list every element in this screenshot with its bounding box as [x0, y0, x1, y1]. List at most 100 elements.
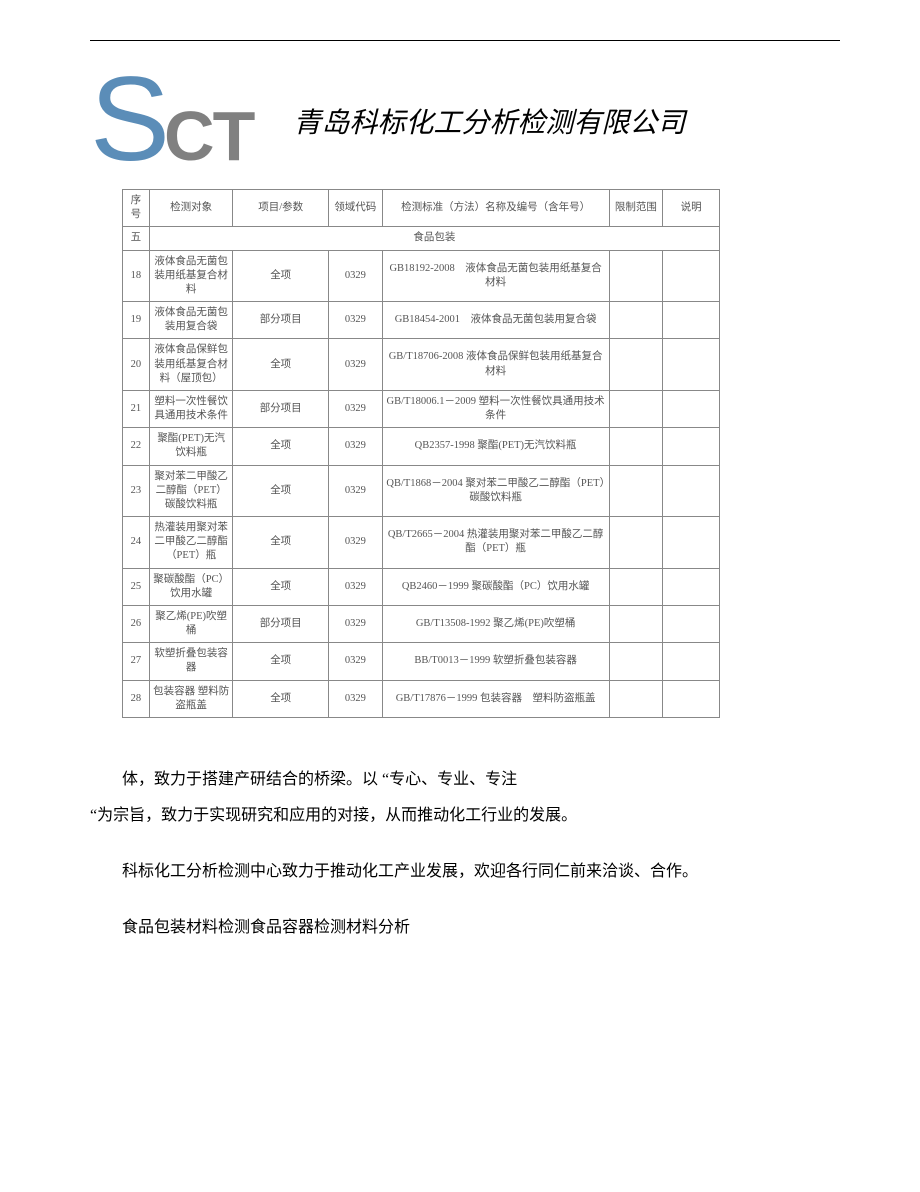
cell-obj: 液体食品保鲜包装用纸基复合材料（屋顶包）: [149, 339, 233, 391]
cell-note: [663, 428, 720, 465]
table-body: 五 食品包装 18液体食品无菌包装用纸基复合材料全项0329GB18192-20…: [123, 227, 720, 718]
cell-note: [663, 605, 720, 642]
body-text: 体，致力于搭建产研结合的桥梁。以 “专心、专业、专注 “为宗旨，致力于实现研究和…: [90, 764, 840, 944]
cell-seq: 25: [123, 568, 150, 605]
cell-obj: 软塑折叠包装容器: [149, 643, 233, 680]
cell-obj: 聚碳酸酯（PC）饮用水罐: [149, 568, 233, 605]
cell-note: [663, 250, 720, 302]
section-row: 五 食品包装: [123, 227, 720, 250]
cell-note: [663, 302, 720, 339]
cell-limit: [609, 428, 663, 465]
cell-seq: 27: [123, 643, 150, 680]
cell-std: QB2460－1999 聚碳酸酯（PC）饮用水罐: [382, 568, 609, 605]
cell-seq: 20: [123, 339, 150, 391]
cell-code: 0329: [328, 517, 382, 569]
col-std: 检测标准（方法）名称及编号（含年号）: [382, 190, 609, 227]
table-row: 24热灌装用聚对苯二甲酸乙二醇酯（PET）瓶全项0329QB/T2665－200…: [123, 517, 720, 569]
cell-param: 全项: [233, 250, 329, 302]
cell-param: 部分项目: [233, 390, 329, 427]
cell-obj: 热灌装用聚对苯二甲酸乙二醇酯（PET）瓶: [149, 517, 233, 569]
para-3: 食品包装材料检测食品容器检测材料分析: [90, 912, 840, 944]
cell-seq: 22: [123, 428, 150, 465]
cell-seq: 21: [123, 390, 150, 427]
cell-param: 部分项目: [233, 605, 329, 642]
table-row: 20液体食品保鲜包装用纸基复合材料（屋顶包）全项0329GB/T18706-20…: [123, 339, 720, 391]
col-obj: 检测对象: [149, 190, 233, 227]
cell-std: GB/T13508-1992 聚乙烯(PE)吹塑桶: [382, 605, 609, 642]
cell-limit: [609, 643, 663, 680]
col-param: 项目/参数: [233, 190, 329, 227]
cell-obj: 聚乙烯(PE)吹塑桶: [149, 605, 233, 642]
cell-code: 0329: [328, 605, 382, 642]
cell-note: [663, 465, 720, 517]
cell-obj: 聚对苯二甲酸乙二醇酯（PET）碳酸饮料瓶: [149, 465, 233, 517]
cell-limit: [609, 465, 663, 517]
cell-limit: [609, 605, 663, 642]
logo: S CT: [90, 71, 253, 171]
section-seq: 五: [123, 227, 150, 250]
para-2: 科标化工分析检测中心致力于推动化工产业发展，欢迎各行同仁前来洽谈、合作。: [90, 856, 840, 888]
cell-obj: 聚酯(PET)无汽饮料瓶: [149, 428, 233, 465]
cell-limit: [609, 302, 663, 339]
table-row: 22聚酯(PET)无汽饮料瓶全项0329QB2357-1998 聚酯(PET)无…: [123, 428, 720, 465]
table-row: 27软塑折叠包装容器全项0329BB/T0013－1999 软塑折叠包装容器: [123, 643, 720, 680]
section-label: 食品包装: [149, 227, 719, 250]
table-row: 18液体食品无菌包装用纸基复合材料全项0329GB18192-2008 液体食品…: [123, 250, 720, 302]
col-limit: 限制范围: [609, 190, 663, 227]
top-rule: [90, 40, 840, 41]
cell-code: 0329: [328, 643, 382, 680]
cell-note: [663, 568, 720, 605]
cell-seq: 24: [123, 517, 150, 569]
cell-std: QB/T2665－2004 热灌装用聚对苯二甲酸乙二醇酯（PET）瓶: [382, 517, 609, 569]
cell-limit: [609, 250, 663, 302]
cell-param: 全项: [233, 428, 329, 465]
cell-seq: 23: [123, 465, 150, 517]
cell-limit: [609, 390, 663, 427]
col-seq: 序号: [123, 190, 150, 227]
table-row: 21塑料一次性餐饮具通用技术条件部分项目0329GB/T18006.1－2009…: [123, 390, 720, 427]
cell-param: 全项: [233, 517, 329, 569]
logo-s: S: [90, 71, 164, 167]
logo-ct: CT: [164, 101, 253, 171]
cell-param: 全项: [233, 465, 329, 517]
cell-note: [663, 643, 720, 680]
cell-std: GB18192-2008 液体食品无菌包装用纸基复合材料: [382, 250, 609, 302]
cell-seq: 19: [123, 302, 150, 339]
para-1b: “为宗旨，致力于实现研究和应用的对接，从而推动化工行业的发展。: [90, 800, 840, 832]
cell-std: GB/T18706-2008 液体食品保鲜包装用纸基复合材料: [382, 339, 609, 391]
cell-limit: [609, 517, 663, 569]
cell-seq: 18: [123, 250, 150, 302]
cell-note: [663, 390, 720, 427]
cell-note: [663, 339, 720, 391]
para-1a: 体，致力于搭建产研结合的桥梁。以 “专心、专业、专注: [90, 764, 840, 796]
cell-std: GB18454-2001 液体食品无菌包装用复合袋: [382, 302, 609, 339]
letterhead: S CT 青岛科标化工分析检测有限公司: [90, 71, 840, 171]
cell-code: 0329: [328, 568, 382, 605]
cell-std: QB2357-1998 聚酯(PET)无汽饮料瓶: [382, 428, 609, 465]
cell-note: [663, 517, 720, 569]
cell-note: [663, 680, 720, 717]
cell-param: 全项: [233, 568, 329, 605]
table-row: 28包装容器 塑料防盗瓶盖全项0329GB/T17876－1999 包装容器 塑…: [123, 680, 720, 717]
cell-code: 0329: [328, 302, 382, 339]
table-row: 25聚碳酸酯（PC）饮用水罐全项0329QB2460－1999 聚碳酸酯（PC）…: [123, 568, 720, 605]
table-row: 26聚乙烯(PE)吹塑桶部分项目0329GB/T13508-1992 聚乙烯(P…: [123, 605, 720, 642]
table-row: 19液体食品无菌包装用复合袋部分项目0329GB18454-2001 液体食品无…: [123, 302, 720, 339]
cell-code: 0329: [328, 339, 382, 391]
standards-table: 序号 检测对象 项目/参数 领域代码 检测标准（方法）名称及编号（含年号） 限制…: [122, 189, 720, 718]
cell-obj: 液体食品无菌包装用纸基复合材料: [149, 250, 233, 302]
cell-limit: [609, 568, 663, 605]
company-name: 青岛科标化工分析检测有限公司: [293, 101, 685, 141]
cell-limit: [609, 339, 663, 391]
cell-code: 0329: [328, 250, 382, 302]
cell-std: BB/T0013－1999 软塑折叠包装容器: [382, 643, 609, 680]
col-note: 说明: [663, 190, 720, 227]
cell-code: 0329: [328, 390, 382, 427]
table-header-row: 序号 检测对象 项目/参数 领域代码 检测标准（方法）名称及编号（含年号） 限制…: [123, 190, 720, 227]
cell-std: QB/T1868－2004 聚对苯二甲酸乙二醇酯（PET）碳酸饮料瓶: [382, 465, 609, 517]
cell-param: 全项: [233, 680, 329, 717]
cell-param: 部分项目: [233, 302, 329, 339]
cell-code: 0329: [328, 680, 382, 717]
col-code: 领域代码: [328, 190, 382, 227]
cell-std: GB/T18006.1－2009 塑料一次性餐饮具通用技术条件: [382, 390, 609, 427]
